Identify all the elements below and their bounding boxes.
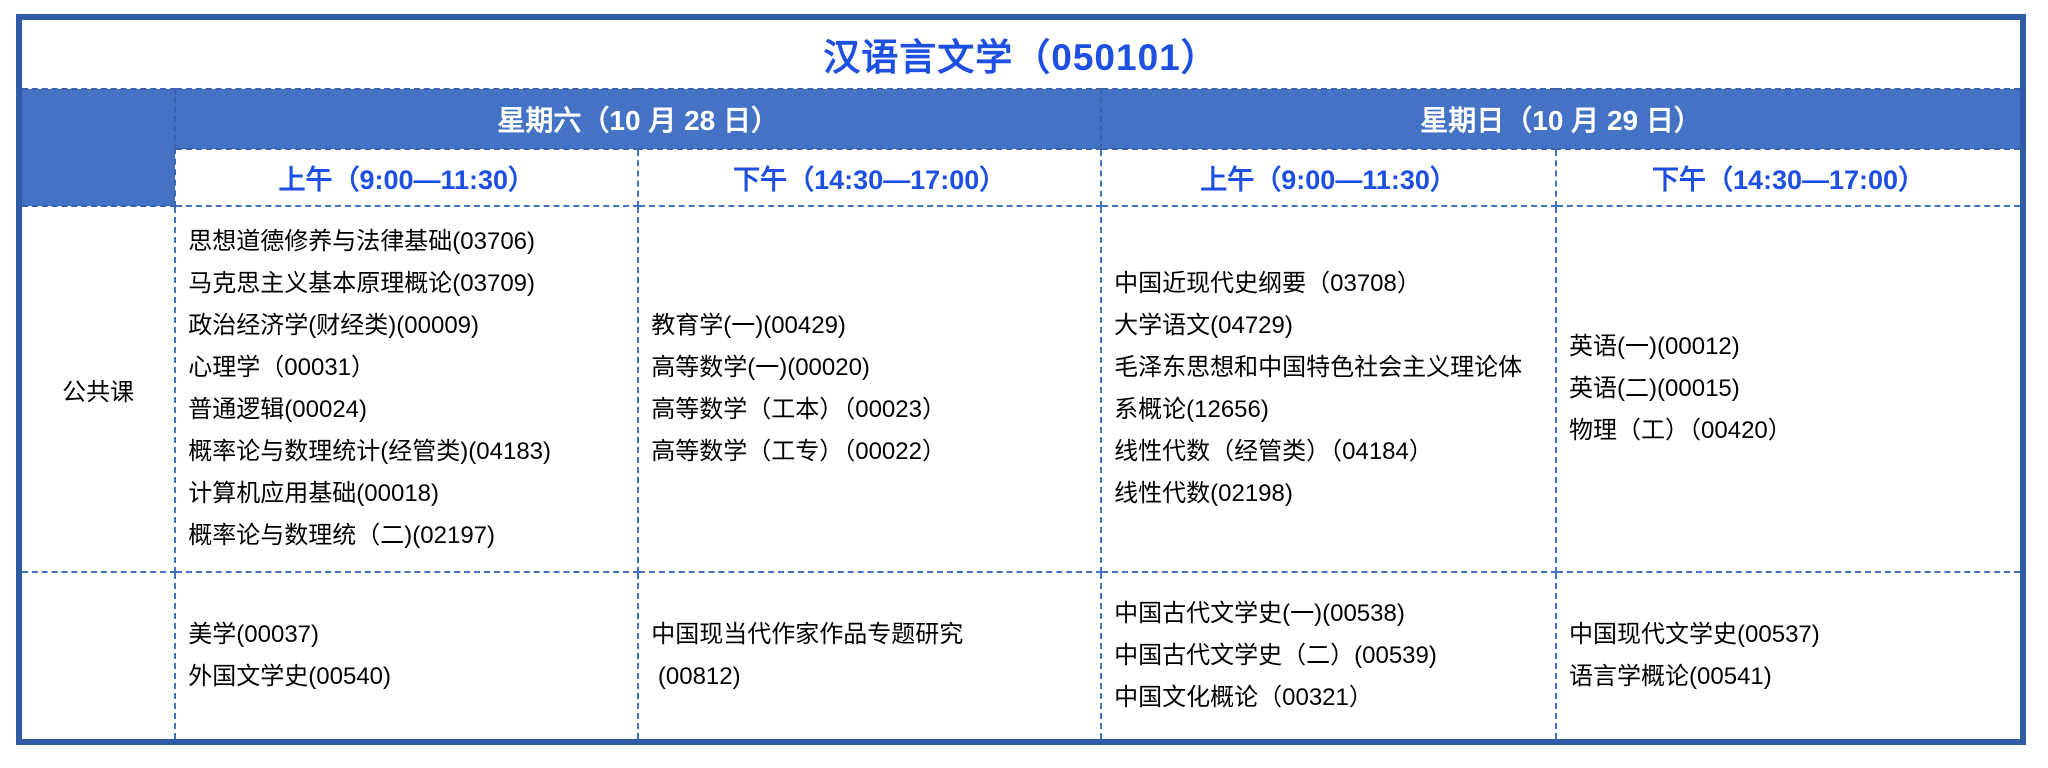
course-line: 中国现代文学史(00537) (1569, 621, 1820, 648)
course-line: 大学语文(04729) (1114, 312, 1293, 339)
row-label-empty (17, 571, 177, 743)
course-line: 中国现当代作家作品专题研究 (651, 621, 964, 648)
row-label-public-courses: 公共课 (17, 205, 177, 573)
time-header-sun-morning: 上午（9:00—11:30） (1100, 148, 1558, 207)
course-list: 教育学(一)(00429) 高等数学(一)(00020) 高等数学（工本）（0002… (639, 207, 1100, 571)
course-line: 英语(一)(00012) (1569, 333, 1740, 360)
cell-sat-morning-public: 思想道德修养与法律基础(03706) 马克思主义基本原理概论(03709) 政治经济… (174, 205, 640, 573)
header-stub-cell (17, 88, 177, 207)
course-line: 系概论(12656) (1114, 396, 1269, 423)
course-line: 线性代数（经管类）（04184） (1114, 438, 1433, 465)
day-header-sunday: 星期日（10 月 29 日） (1100, 88, 2024, 150)
course-list: 思想道德修养与法律基础(03706) 马克思主义基本原理概论(03709) 政治经济… (176, 207, 637, 571)
course-line: 外国文学史(00540) (188, 663, 392, 690)
course-list: 美学(00037) 外国文学史(00540) (176, 573, 637, 739)
cell-sat-morning-major: 美学(00037) 外国文学史(00540) (174, 571, 640, 743)
course-line: 计算机应用基础(00018) (188, 480, 440, 507)
course-list: 中国近现代史纲要（03708） 大学语文(04729) 毛泽东思想和中国特色社会主义… (1102, 207, 1555, 571)
course-line: 思想道德修养与法律基础(03706) (188, 228, 536, 255)
course-line: 高等数学（工本）（00023） (651, 396, 946, 423)
cell-sun-morning-major: 中国古代文学史(一)(00538) 中国古代文学史（二）(00539) 中国文化概论… (1100, 571, 1558, 743)
course-line: 中国近现代史纲要（03708） (1114, 270, 1421, 297)
course-list: 英语(一)(00012) 英语(二)(00015) 物理（工）（00420） (1557, 207, 2020, 571)
course-line: 政治经济学(财经类)(00009) (188, 312, 480, 339)
cell-sun-afternoon-public: 英语(一)(00012) 英语(二)(00015) 物理（工）（00420） (1555, 205, 2024, 573)
course-line: 中国文化概论（00321） (1114, 684, 1373, 711)
cell-sat-afternoon-public: 教育学(一)(00429) 高等数学(一)(00020) 高等数学（工本）（0002… (637, 205, 1103, 573)
course-line: 美学(00037) (188, 621, 320, 648)
exam-schedule-table: 汉语言文学（050101） 星期六（10 月 28 日） 星期日（10 月 29… (16, 14, 2026, 745)
cell-sun-morning-public: 中国近现代史纲要（03708） 大学语文(04729) 毛泽东思想和中国特色社会主义… (1100, 205, 1558, 573)
course-line: 教育学(一)(00429) (651, 312, 846, 339)
course-line: 高等数学(一)(00020) (651, 354, 870, 381)
time-header-sat-afternoon: 下午（14:30—17:00） (637, 148, 1103, 207)
page-title: 汉语言文学（050101） (823, 37, 1219, 78)
course-line: 概率论与数理统计(经管类)(04183) (188, 438, 552, 465)
course-line: 物理（工）（00420） (1569, 417, 1792, 444)
course-line: 语言学概论(00541) (1569, 663, 1772, 690)
exam-schedule-sheet: 汉语言文学（050101） 星期六（10 月 28 日） 星期日（10 月 29… (16, 14, 2026, 745)
course-line: 毛泽东思想和中国特色社会主义理论体 (1114, 354, 1523, 381)
course-line: (00812) (651, 663, 741, 690)
course-list: 中国古代文学史(一)(00538) 中国古代文学史（二）(00539) 中国文化概论… (1102, 573, 1555, 739)
cell-sat-afternoon-major: 中国现当代作家作品专题研究 (00812) (637, 571, 1103, 743)
time-header-sun-afternoon: 下午（14:30—17:00） (1555, 148, 2024, 207)
course-line: 高等数学（工专）（00022） (651, 438, 946, 465)
time-header-sat-morning: 上午（9:00—11:30） (174, 148, 640, 207)
course-line: 中国古代文学史（二）(00539) (1114, 642, 1437, 669)
course-line: 普通逻辑(00024) (188, 396, 368, 423)
course-line: 马克思主义基本原理概论(03709) (188, 270, 536, 297)
course-line: 心理学（00031） (188, 354, 376, 381)
course-list: 中国现代文学史(00537) 语言学概论(00541) (1557, 573, 2020, 739)
course-list: 中国现当代作家作品专题研究 (00812) (639, 573, 1100, 739)
course-line: 中国古代文学史(一)(00538) (1114, 600, 1405, 627)
course-line: 英语(二)(00015) (1569, 375, 1740, 402)
cell-sun-afternoon-major: 中国现代文学史(00537) 语言学概论(00541) (1555, 571, 2024, 743)
day-header-saturday: 星期六（10 月 28 日） (174, 88, 1103, 150)
course-line: 线性代数(02198) (1114, 480, 1293, 507)
course-line: 概率论与数理统（二)(02197) (188, 522, 496, 549)
